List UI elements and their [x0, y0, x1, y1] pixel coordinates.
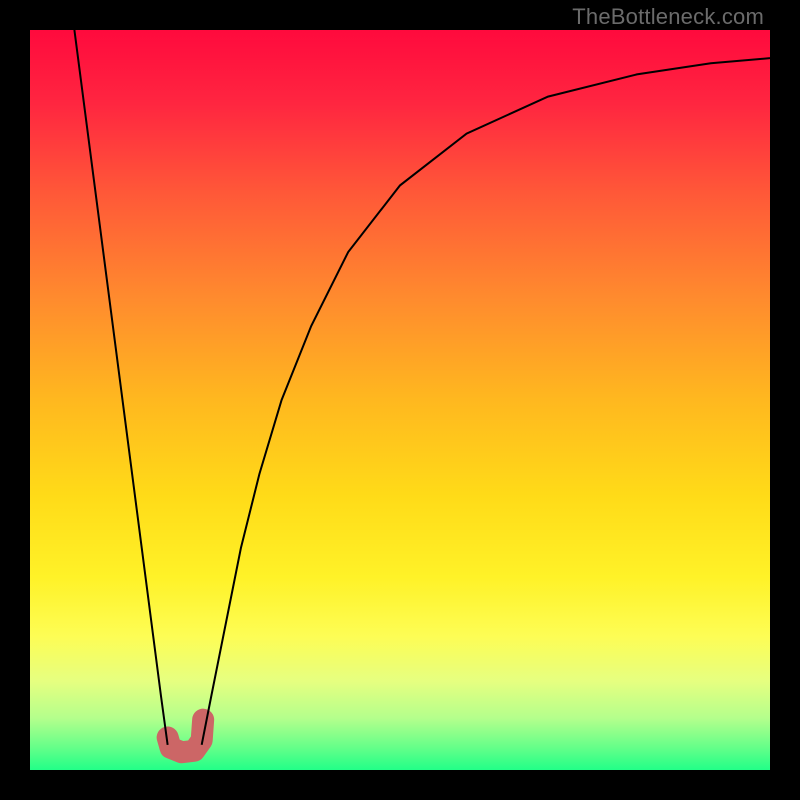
curve-left-branch: [74, 30, 167, 745]
curve-right-branch: [202, 58, 770, 745]
chart-frame: TheBottleneck.com: [0, 0, 800, 800]
floor-marker-j-shape: [168, 720, 204, 753]
curve-layer: [30, 30, 770, 770]
plot-area: [30, 30, 770, 770]
watermark-text: TheBottleneck.com: [572, 4, 764, 30]
